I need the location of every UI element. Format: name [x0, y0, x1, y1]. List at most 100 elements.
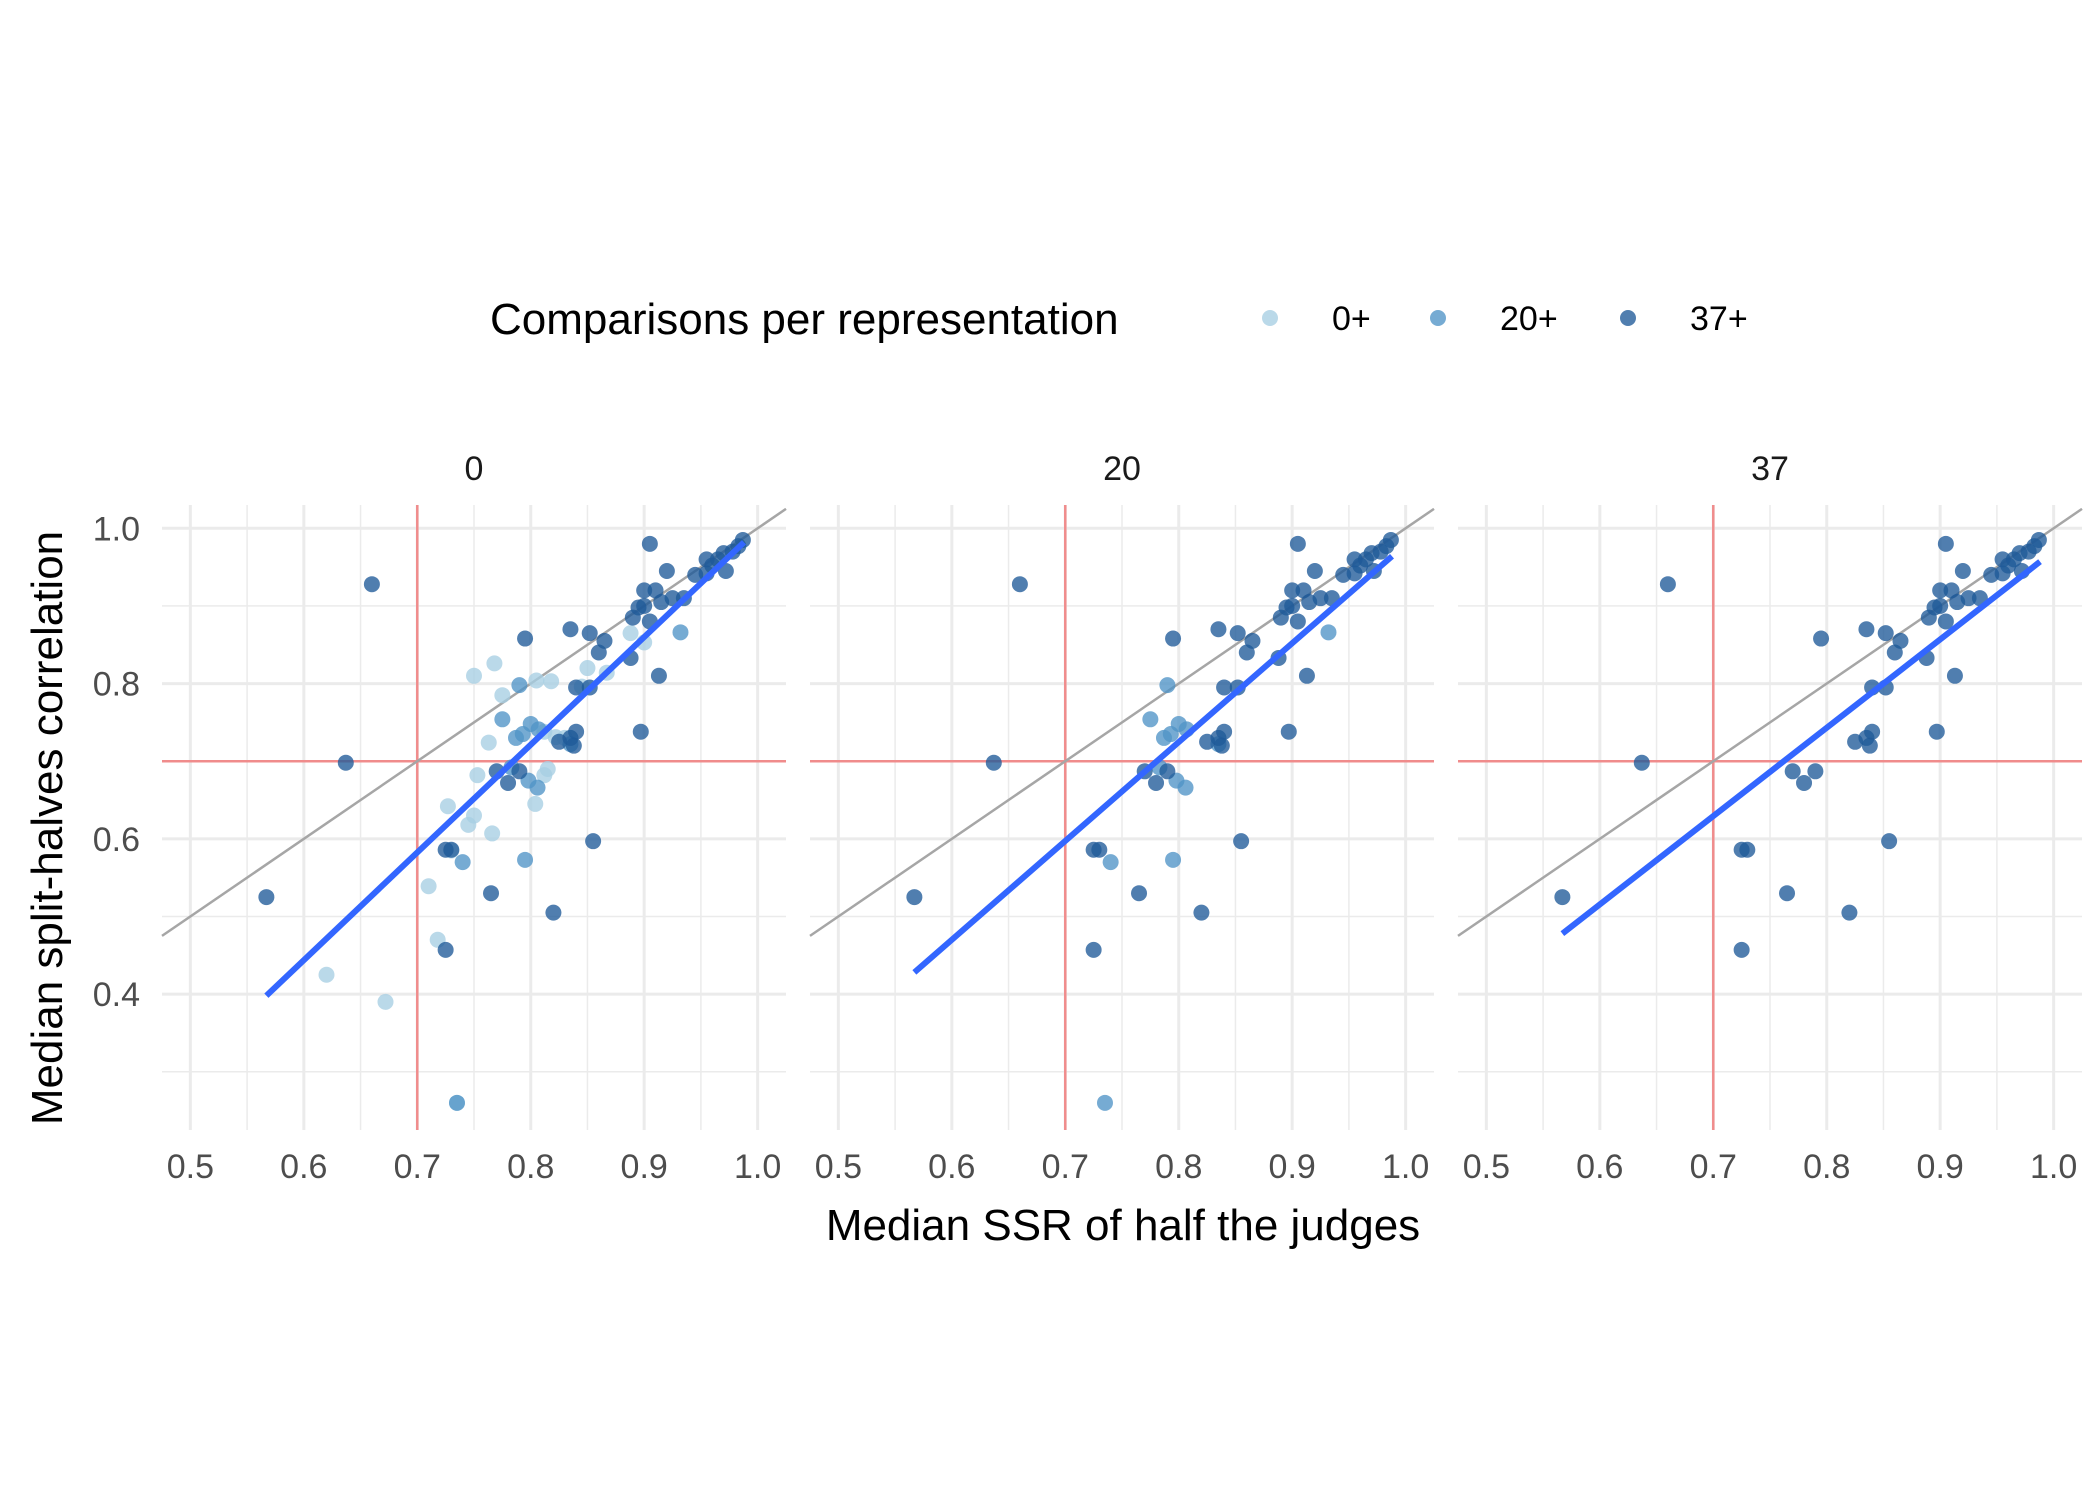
data-point-37plus: [500, 774, 517, 791]
data-point-37plus: [1131, 885, 1148, 902]
legend-label: 20+: [1500, 300, 1558, 338]
data-point-37plus: [1994, 551, 2011, 568]
facet-panels: 0 20 37: [161, 450, 2083, 1130]
data-point-37plus: [624, 609, 641, 626]
data-point-0plus: [460, 816, 477, 833]
data-point-37plus: [664, 590, 681, 607]
legend: Comparisons per representation 0+ 20+ 37+: [490, 295, 1748, 344]
data-point-37plus: [1280, 723, 1297, 740]
data-points: [258, 531, 751, 1111]
x-tick-label: 0.6: [1576, 1148, 1623, 1186]
data-point-37plus: [1932, 582, 1949, 599]
data-point-0plus: [420, 878, 437, 895]
data-point-37plus: [1960, 590, 1977, 607]
data-point-37plus: [585, 833, 602, 850]
data-point-20plus: [1096, 1094, 1113, 1111]
data-point-37plus: [698, 551, 715, 568]
legend-title: Comparisons per representation: [490, 295, 1119, 344]
y-tick-label: 0.4: [93, 976, 140, 1014]
data-point-0plus: [484, 825, 501, 842]
data-point-37plus: [641, 535, 658, 552]
data-point-20plus: [1162, 726, 1179, 743]
y-tick-label: 0.6: [93, 821, 140, 859]
data-point-37plus: [1946, 667, 1963, 684]
data-point-37plus: [483, 885, 500, 902]
x-tick-label: 0.7: [1042, 1148, 1089, 1186]
data-point-37plus: [1796, 774, 1813, 791]
facet-strip-label: 20: [1103, 450, 1141, 488]
data-point-20plus: [1320, 624, 1337, 641]
data-point-20plus: [448, 1094, 465, 1111]
data-point-37plus: [1284, 582, 1301, 599]
data-point-37plus: [517, 630, 534, 647]
data-point-0plus: [480, 734, 497, 751]
data-point-37plus: [1881, 833, 1898, 850]
data-point-37plus: [650, 667, 667, 684]
data-point-37plus: [1346, 551, 1363, 568]
data-point-20plus: [529, 779, 546, 796]
data-point-37plus: [1886, 644, 1903, 661]
data-point-37plus: [1216, 679, 1233, 696]
data-point-37plus: [565, 737, 582, 754]
identity-line: [809, 507, 1435, 937]
data-point-37plus: [1165, 630, 1182, 647]
data-point-37plus: [1298, 667, 1315, 684]
legend-label: 37+: [1690, 300, 1748, 338]
data-point-0plus: [527, 795, 544, 812]
data-point-37plus: [1289, 535, 1306, 552]
x-tick-label: 1.0: [1382, 1148, 1429, 1186]
data-point-37plus: [1159, 763, 1176, 780]
data-point-37plus: [1193, 904, 1210, 921]
data-point-20plus: [672, 624, 689, 641]
data-point-37plus: [568, 723, 585, 740]
data-point-0plus: [528, 672, 545, 689]
data-point-37plus: [1382, 531, 1399, 548]
data-point-37plus: [1312, 590, 1329, 607]
data-point-0plus: [543, 673, 560, 690]
data-point-0plus: [439, 798, 456, 815]
data-point-37plus: [443, 841, 460, 858]
data-point-20plus: [494, 711, 511, 728]
data-point-37plus: [1739, 841, 1756, 858]
data-point-0plus: [486, 655, 503, 672]
data-point-37plus: [1877, 625, 1894, 642]
data-point-37plus: [1554, 889, 1571, 906]
x-tick-label: 0.8: [1155, 1148, 1202, 1186]
data-point-0plus: [494, 687, 511, 704]
fit-line: [912, 553, 1394, 975]
data-point-37plus: [906, 889, 923, 906]
data-point-37plus: [568, 679, 585, 696]
data-point-20plus: [511, 677, 528, 694]
data-point-37plus: [1091, 841, 1108, 858]
data-point-37plus: [636, 597, 653, 614]
data-point-37plus: [1238, 644, 1255, 661]
fit-line: [264, 540, 747, 998]
data-point-37plus: [1813, 630, 1830, 647]
x-tick-label: 0.6: [928, 1148, 975, 1186]
data-point-20plus: [1102, 854, 1119, 871]
data-point-37plus: [337, 754, 354, 771]
data-point-37plus: [1937, 535, 1954, 552]
y-axis-title: Median split-halves correlation: [23, 531, 72, 1125]
data-point-37plus: [1841, 904, 1858, 921]
data-point-37plus: [1210, 621, 1227, 638]
data-point-37plus: [1733, 941, 1750, 958]
data-point-37plus: [1807, 763, 1824, 780]
x-tick-label: 0.5: [815, 1148, 862, 1186]
data-point-37plus: [658, 562, 675, 579]
data-point-37plus: [1213, 737, 1230, 754]
x-tick-label: 0.7: [394, 1148, 441, 1186]
x-tick-label: 0.8: [507, 1148, 554, 1186]
x-tick-label: 0.8: [1803, 1148, 1850, 1186]
y-tick-label: 0.8: [93, 666, 140, 704]
y-tick-label: 1.0: [93, 510, 140, 548]
data-point-37plus: [551, 733, 568, 750]
x-tick-label: 0.6: [280, 1148, 327, 1186]
data-point-37plus: [1233, 833, 1250, 850]
data-point-20plus: [454, 854, 471, 871]
data-point-37plus: [581, 625, 598, 642]
x-tick-label: 0.5: [1463, 1148, 1510, 1186]
data-point-37plus: [1784, 763, 1801, 780]
data-point-37plus: [1954, 562, 1971, 579]
